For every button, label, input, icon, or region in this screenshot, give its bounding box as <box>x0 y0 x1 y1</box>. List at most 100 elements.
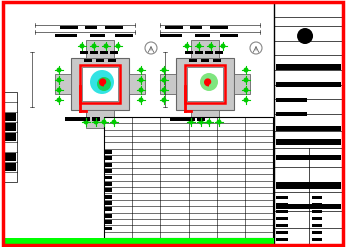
Bar <box>105 188 112 192</box>
Circle shape <box>80 43 84 48</box>
Bar <box>104 117 273 238</box>
Circle shape <box>93 120 99 124</box>
Bar <box>276 203 288 206</box>
Circle shape <box>184 43 190 48</box>
Bar <box>160 34 182 37</box>
Bar <box>205 51 213 54</box>
Bar <box>213 59 221 62</box>
Circle shape <box>162 78 166 82</box>
Bar <box>4 163 16 171</box>
Circle shape <box>138 78 144 82</box>
Bar <box>276 155 341 160</box>
Circle shape <box>162 67 166 73</box>
Circle shape <box>244 78 248 82</box>
Bar <box>86 40 114 58</box>
Bar <box>195 34 210 37</box>
Circle shape <box>90 70 114 94</box>
Bar <box>80 51 88 54</box>
Bar <box>220 34 238 37</box>
Bar <box>312 209 322 213</box>
Circle shape <box>199 120 203 124</box>
Circle shape <box>220 43 226 48</box>
Bar <box>90 51 98 54</box>
Bar <box>312 217 322 220</box>
Bar <box>185 65 225 103</box>
Bar <box>105 182 112 186</box>
Bar <box>105 169 112 173</box>
Bar <box>170 117 195 121</box>
Bar <box>312 230 322 234</box>
Bar <box>276 238 288 241</box>
Circle shape <box>138 98 144 103</box>
Bar <box>92 117 100 121</box>
Circle shape <box>138 87 144 92</box>
Circle shape <box>83 120 89 124</box>
Bar <box>276 230 288 234</box>
Bar <box>105 214 112 218</box>
Circle shape <box>200 73 218 91</box>
Bar <box>276 126 341 131</box>
Bar <box>234 74 250 94</box>
Bar <box>85 26 97 29</box>
Bar <box>160 74 176 94</box>
Bar <box>276 82 341 87</box>
Bar <box>276 195 288 199</box>
Bar <box>71 58 129 110</box>
Bar <box>276 64 341 70</box>
Bar <box>105 163 112 167</box>
Bar <box>110 51 118 54</box>
Bar <box>105 157 112 160</box>
Circle shape <box>116 43 120 48</box>
Bar <box>86 110 114 128</box>
Circle shape <box>244 67 248 73</box>
Bar <box>312 238 322 241</box>
Bar <box>191 40 219 58</box>
Bar <box>276 98 307 102</box>
Circle shape <box>56 98 62 103</box>
Bar <box>3 92 17 182</box>
Bar <box>90 34 105 37</box>
Circle shape <box>97 77 111 91</box>
Bar <box>195 51 203 54</box>
Circle shape <box>217 120 221 124</box>
Bar <box>55 74 71 94</box>
Bar <box>3 238 274 245</box>
Bar <box>276 182 341 189</box>
Bar <box>105 176 112 179</box>
Bar <box>105 207 112 211</box>
Circle shape <box>56 78 62 82</box>
Circle shape <box>56 67 62 73</box>
Bar <box>276 209 288 213</box>
Bar <box>274 2 343 245</box>
Bar <box>276 204 341 208</box>
Bar <box>105 195 112 199</box>
Bar <box>215 51 223 54</box>
Bar <box>4 123 16 131</box>
Bar <box>84 59 92 62</box>
Circle shape <box>162 98 166 103</box>
Bar <box>105 226 112 230</box>
Circle shape <box>244 98 248 103</box>
Bar <box>100 51 108 54</box>
Bar <box>115 34 133 37</box>
Bar <box>80 65 120 103</box>
Bar <box>105 220 112 224</box>
Bar <box>165 26 183 29</box>
Bar <box>312 224 322 227</box>
Bar <box>4 133 16 141</box>
Bar <box>108 59 116 62</box>
Bar <box>55 34 77 37</box>
Circle shape <box>189 120 193 124</box>
Bar <box>187 67 223 101</box>
Circle shape <box>244 87 248 92</box>
Circle shape <box>207 120 211 124</box>
Circle shape <box>197 43 201 48</box>
Circle shape <box>111 120 117 124</box>
Circle shape <box>91 43 97 48</box>
Bar <box>4 113 16 121</box>
Bar <box>105 150 112 154</box>
Bar <box>65 117 90 121</box>
Bar <box>276 224 288 227</box>
Bar <box>197 117 205 121</box>
Bar <box>4 153 16 161</box>
